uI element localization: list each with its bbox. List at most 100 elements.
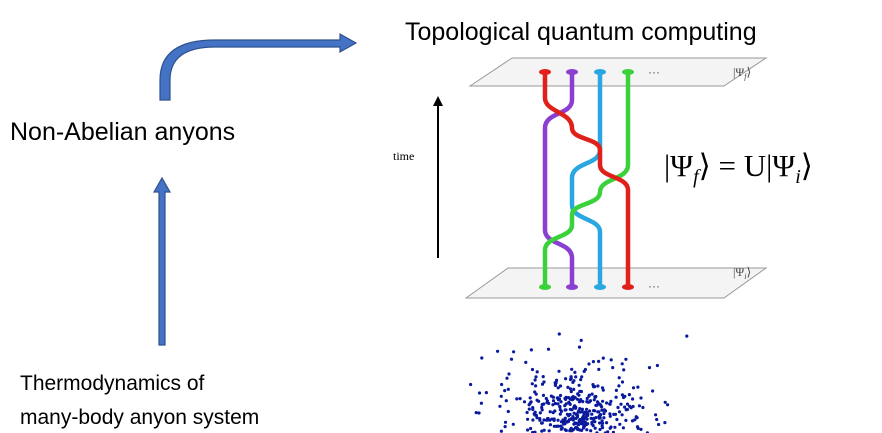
particle — [551, 395, 556, 399]
particle — [553, 383, 558, 387]
curved-arrow — [159, 32, 358, 101]
particle — [503, 420, 508, 424]
particle — [541, 393, 546, 397]
particle — [636, 426, 640, 430]
particle — [622, 368, 626, 372]
particle — [600, 386, 605, 390]
particle — [654, 413, 658, 417]
particle — [602, 416, 606, 420]
particle — [546, 347, 551, 351]
particle — [505, 376, 509, 380]
particle — [590, 420, 594, 424]
anyon — [622, 284, 634, 290]
particle — [503, 425, 507, 429]
particle — [496, 349, 500, 353]
particle — [590, 392, 594, 396]
particle — [571, 380, 575, 384]
particle — [540, 429, 544, 433]
particle — [556, 402, 560, 406]
equation: |Ψf⟩ = U|Ψi⟩ — [664, 148, 813, 188]
particle — [573, 421, 577, 425]
particle — [593, 426, 597, 430]
particle — [594, 403, 598, 407]
particle — [593, 420, 597, 424]
particle — [647, 366, 652, 370]
particle — [631, 404, 635, 409]
particle — [601, 421, 605, 425]
time-label: time — [393, 149, 414, 163]
particle — [597, 410, 601, 414]
particle — [608, 412, 612, 416]
particle — [583, 410, 587, 414]
particle — [525, 410, 529, 415]
anyon — [594, 284, 606, 290]
particle — [577, 393, 581, 397]
particle — [592, 398, 596, 402]
particle — [574, 375, 578, 379]
particle — [552, 418, 556, 422]
particle — [609, 358, 613, 362]
particle — [551, 399, 556, 403]
particle — [568, 407, 572, 411]
particle — [500, 382, 504, 387]
particle — [515, 397, 519, 401]
particle — [612, 412, 616, 416]
particle — [578, 417, 582, 422]
anyon — [539, 284, 551, 290]
particle — [617, 376, 621, 380]
state-label: |Ψi⟩ — [733, 265, 751, 281]
particle — [506, 409, 510, 414]
particle — [596, 384, 600, 388]
particle — [538, 418, 542, 422]
particle — [584, 416, 588, 420]
anyon-dots — [539, 69, 634, 290]
particle — [608, 414, 612, 418]
anyon — [594, 69, 606, 75]
ellipsis: ··· — [648, 65, 660, 79]
particle — [531, 430, 535, 433]
particle — [526, 417, 530, 421]
particle — [540, 405, 544, 410]
particle — [631, 397, 635, 401]
particle — [530, 367, 535, 372]
particle — [589, 416, 593, 420]
particle — [577, 383, 581, 387]
particle — [557, 397, 562, 401]
particle — [553, 401, 558, 406]
particle — [577, 345, 582, 349]
particle — [547, 401, 551, 405]
particle — [507, 372, 511, 376]
particle — [627, 393, 632, 397]
particle — [571, 417, 575, 421]
top-plane — [468, 57, 768, 87]
bottom-plane — [464, 267, 768, 299]
particle — [529, 400, 533, 404]
particle — [569, 390, 573, 394]
particle — [621, 426, 626, 430]
anyon — [566, 69, 578, 75]
particle — [531, 418, 535, 422]
particle — [572, 411, 576, 415]
particle — [541, 375, 545, 379]
state-label: |Ψf⟩ — [733, 65, 751, 81]
particle — [595, 400, 600, 404]
particle — [526, 428, 530, 432]
particle — [588, 409, 592, 413]
particle — [538, 411, 542, 415]
particle — [558, 412, 562, 416]
particle — [533, 390, 537, 394]
particle-cloud — [469, 332, 689, 433]
particle — [606, 430, 610, 433]
particle — [557, 369, 561, 373]
particle — [585, 407, 589, 411]
particle — [547, 429, 551, 433]
up-arrow — [152, 176, 172, 346]
particle — [587, 394, 591, 398]
particle — [506, 387, 510, 391]
particle — [641, 405, 645, 410]
particle — [608, 426, 612, 430]
particle — [566, 419, 571, 423]
particle — [620, 413, 624, 417]
particle — [540, 403, 544, 407]
particle — [524, 360, 528, 364]
